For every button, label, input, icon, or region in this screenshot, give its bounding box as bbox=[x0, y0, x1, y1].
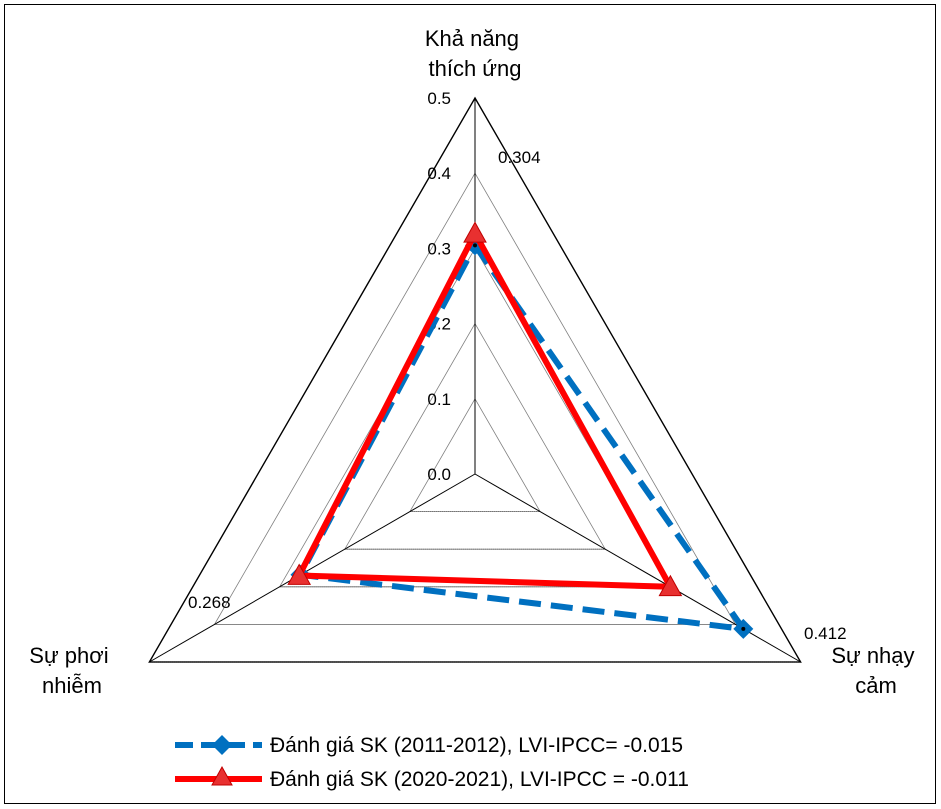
series-point-triangle bbox=[287, 563, 312, 585]
chart-frame bbox=[4, 4, 936, 804]
series-line-1 bbox=[296, 230, 674, 590]
data-label-sensitivity: 0.412 bbox=[804, 624, 847, 643]
series-point-triangle bbox=[463, 221, 487, 243]
data-labels: 0.304 0.412 0.268 bbox=[188, 148, 847, 643]
radar-axis-2 bbox=[149, 473, 476, 663]
legend-label-2011-2012: Đánh giá SK (2011-2012), LVI-IPCC= -0.01… bbox=[270, 734, 683, 757]
radial-tick-label: 0.5 bbox=[427, 89, 451, 108]
legend-item-2020-2021: Đánh giá SK (2020-2021), LVI-IPCC = -0.0… bbox=[175, 765, 689, 791]
legend-triangle-marker bbox=[211, 765, 233, 786]
axis-label-exposure: Sự phơi nhiễm bbox=[29, 643, 114, 698]
data-label-adaptive: 0.304 bbox=[498, 148, 541, 167]
data-label-exposure: 0.268 bbox=[188, 593, 231, 612]
legend-label-2020-2021: Đánh giá SK (2020-2021), LVI-IPCC = -0.0… bbox=[270, 768, 689, 791]
radial-tick-label: 0.0 bbox=[427, 465, 451, 484]
radial-tick-label: 0.1 bbox=[427, 390, 451, 409]
series-point-center bbox=[741, 626, 746, 631]
radial-tick-label: 0.3 bbox=[427, 239, 451, 258]
axis-label-sensitivity: Sự nhạy cảm bbox=[831, 643, 920, 698]
series-1 bbox=[287, 221, 683, 597]
radial-tick-label: 0.4 bbox=[427, 164, 451, 183]
radar-series bbox=[287, 221, 754, 639]
series-line-0 bbox=[297, 242, 747, 632]
series-point-center bbox=[473, 243, 477, 248]
grid-ring-5 bbox=[148, 96, 802, 663]
grid-ring-1 bbox=[409, 397, 541, 513]
legend-diamond-marker bbox=[212, 735, 232, 755]
axis-label-adaptive: Khả năng thích ứng bbox=[425, 26, 525, 81]
radar-grid bbox=[148, 96, 802, 663]
legend: Đánh giá SK (2011-2012), LVI-IPCC= -0.01… bbox=[175, 734, 689, 791]
series-point-triangle bbox=[658, 574, 683, 597]
legend-item-2011-2012: Đánh giá SK (2011-2012), LVI-IPCC= -0.01… bbox=[175, 734, 683, 757]
axis-labels: Khả năng thích ứng Sự nhạy cảm Sự phơi n… bbox=[29, 26, 920, 698]
radar-axis-1 bbox=[474, 473, 801, 663]
radar-axes bbox=[149, 98, 801, 663]
